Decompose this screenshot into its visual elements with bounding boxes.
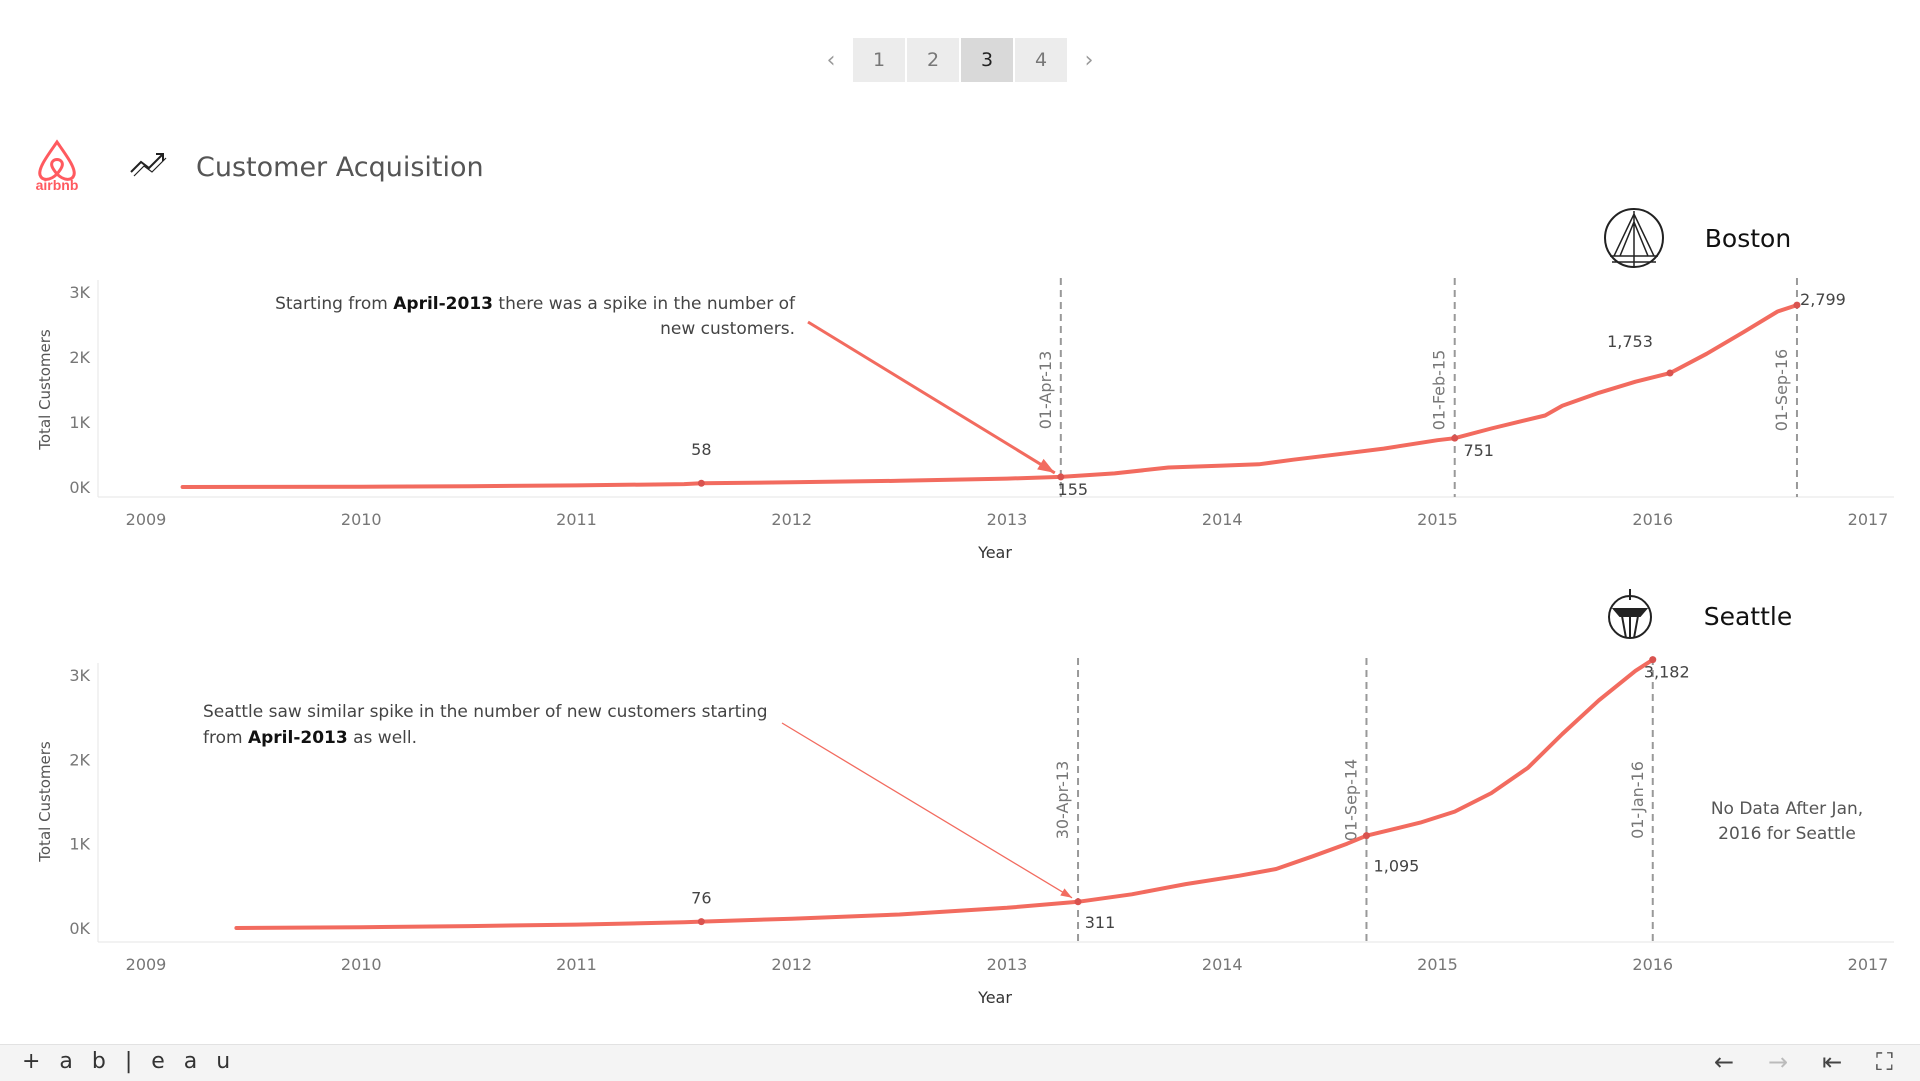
x-tick-label: 2015 [1417, 510, 1458, 529]
seattle-space-needle-icon [1608, 589, 1652, 639]
data-label: 2,799 [1800, 290, 1846, 309]
page-3-button[interactable]: 3 [961, 38, 1013, 82]
data-label: 76 [691, 889, 711, 908]
x-tick-label: 2016 [1632, 955, 1673, 974]
x-tick-label: 2011 [556, 955, 597, 974]
page-1-button[interactable]: 1 [853, 38, 905, 82]
city-title-seattle: Seattle [1704, 602, 1793, 631]
boston-chart: 3K 2K 1K 0K 2009 2010 2011 2012 2013 2014 2015 2016… [36, 278, 1894, 562]
series-line [234, 657, 1655, 930]
reference-line-label: 01-Feb-15 [1430, 350, 1449, 431]
annotation-text: as well. [348, 728, 417, 748]
no-data-note: No Data After Jan, [1711, 799, 1863, 819]
x-tick-label: 2013 [987, 510, 1028, 529]
page-4-button[interactable]: 4 [1015, 38, 1067, 82]
x-axis-title: Year [977, 988, 1012, 1007]
data-label: 3,182 [1644, 663, 1690, 682]
tableau-logo: + a b | e a u [22, 1049, 237, 1074]
x-tick-label: 2010 [341, 955, 382, 974]
annotation-text: Starting from [275, 294, 393, 314]
y-tick-label: 1K [69, 413, 90, 432]
next-page-button[interactable]: › [1084, 47, 1094, 73]
y-tick-label: 2K [69, 750, 90, 769]
x-tick-label: 2016 [1632, 510, 1673, 529]
data-point [1074, 898, 1082, 906]
data-point [697, 918, 705, 926]
annotation-emphasis: April-2013 [248, 728, 348, 748]
y-axis-title: Total Customers [36, 329, 54, 451]
data-label: 1,095 [1374, 857, 1420, 876]
brand-label: airbnb [36, 177, 79, 193]
fullscreen-icon[interactable]: ⛶ [1876, 1048, 1893, 1076]
reference-line-label: 01-Jan-16 [1628, 761, 1647, 839]
data-point [1666, 369, 1674, 377]
data-label: 1,753 [1607, 332, 1653, 351]
annotation-arrowhead [1060, 888, 1073, 898]
seattle-chart: 3K 2K 1K 0K 2009 2010 2011 2012 2013 2014 2015 2016… [36, 656, 1894, 1007]
x-tick-label: 2013 [987, 955, 1028, 974]
annotation-arrowhead [1037, 458, 1055, 473]
tableau-toolbar: + a b | e a u ← → ⇤ ⛶ [0, 1044, 1920, 1081]
reference-line-label: 01-Sep-16 [1772, 349, 1791, 431]
x-tick-label: 2010 [341, 510, 382, 529]
boston-bridge-icon [1604, 208, 1664, 268]
prev-page-button[interactable]: ‹ [826, 47, 836, 73]
reference-line-label: 01-Apr-13 [1036, 351, 1055, 430]
series-line [180, 303, 1799, 489]
x-tick-label: 2012 [771, 510, 812, 529]
x-tick-label: 2012 [771, 955, 812, 974]
x-tick-label: 2009 [126, 955, 167, 974]
revert-icon[interactable]: ⇤ [1822, 1048, 1843, 1076]
annotation-text: from [203, 728, 248, 748]
x-tick-label: 2014 [1202, 510, 1243, 529]
data-point [1793, 301, 1801, 309]
x-axis-title: Year [977, 543, 1012, 562]
data-label: 58 [691, 440, 711, 459]
x-tick-label: 2015 [1417, 955, 1458, 974]
reference-line-label: 30-Apr-13 [1053, 761, 1072, 840]
reference-line-label: 01-Sep-14 [1341, 759, 1360, 841]
data-label: 311 [1085, 913, 1116, 932]
airbnb-logo: airbnb [36, 139, 79, 193]
x-tick-label: 2017 [1848, 955, 1889, 974]
data-label: 155 [1058, 480, 1089, 499]
trend-icon [130, 153, 167, 177]
annotation-emphasis: April-2013 [393, 294, 493, 314]
annotation-text: there was a spike in the number of [493, 294, 796, 314]
city-title-boston: Boston [1705, 224, 1791, 253]
annotation-arrow [781, 722, 1073, 899]
forward-arrow-icon[interactable]: → [1768, 1048, 1789, 1076]
x-tick-label: 2009 [126, 510, 167, 529]
x-tick-label: 2017 [1848, 510, 1889, 529]
data-point [1649, 656, 1657, 664]
y-tick-label: 3K [69, 666, 90, 685]
data-point [1057, 473, 1065, 481]
data-point [697, 479, 705, 487]
annotation-arrow [807, 320, 1056, 475]
page-title: Customer Acquisition [196, 152, 484, 183]
back-arrow-icon[interactable]: ← [1714, 1048, 1735, 1076]
annotation-line-1: Starting from April-2013 there was a spi… [275, 294, 796, 314]
page-2-button[interactable]: 2 [907, 38, 959, 82]
y-tick-label: 0K [69, 478, 90, 497]
data-label: 751 [1463, 441, 1494, 460]
y-tick-label: 0K [69, 919, 90, 938]
annotation-line-2: new customers. [660, 319, 795, 339]
y-tick-label: 2K [69, 348, 90, 367]
charts-canvas: airbnb Customer Acquisition Boston Seatt… [36, 139, 1894, 1007]
pager: ‹ 1 2 3 4 › [0, 38, 1920, 82]
annotation-line-2: from April-2013 as well. [203, 728, 417, 748]
data-point [1451, 434, 1459, 442]
y-tick-label: 3K [69, 283, 90, 302]
data-point [1362, 832, 1370, 840]
y-tick-label: 1K [69, 835, 90, 854]
annotation-text: Seattle saw similar spike in the number … [203, 702, 768, 722]
no-data-note: 2016 for Seattle [1718, 824, 1856, 844]
y-axis-title: Total Customers [36, 741, 54, 863]
annotation-line-1: Seattle saw similar spike in the number … [203, 702, 768, 722]
x-tick-label: 2014 [1202, 955, 1243, 974]
x-tick-label: 2011 [556, 510, 597, 529]
